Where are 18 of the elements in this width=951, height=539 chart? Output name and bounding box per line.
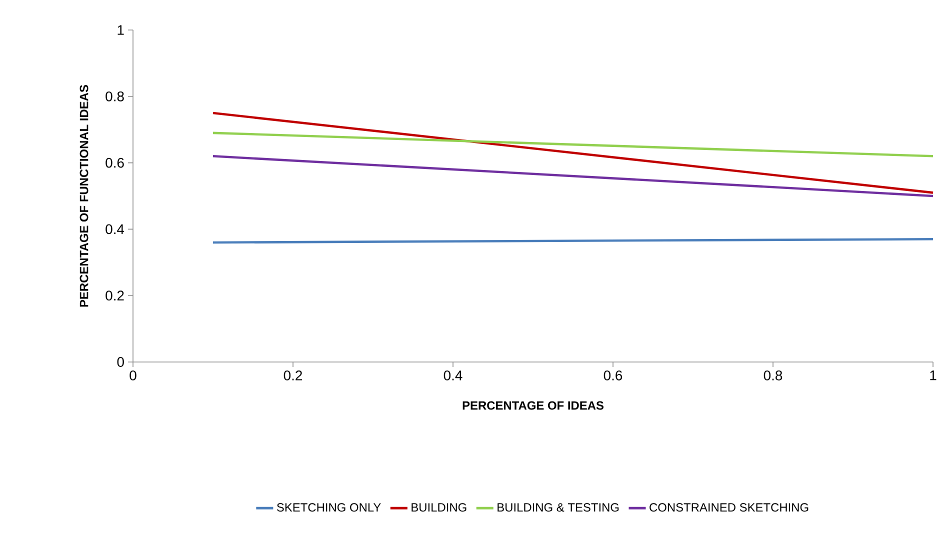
y-tick-label: 0.6 [106, 158, 124, 168]
x-tick-label: 0.4 [444, 370, 462, 380]
y-tick-label: 0 [117, 357, 124, 367]
x-tick-label: 0.2 [284, 370, 302, 380]
y-tick-label: 0.4 [106, 224, 124, 234]
x-tick-label: 0.8 [764, 370, 782, 380]
legend-label: BUILDING & TESTING [498, 503, 619, 512]
legend-label: SKETCHING ONLY [276, 503, 381, 512]
x-tick-label: 0 [130, 370, 136, 380]
x-tick-label: 1 [930, 370, 936, 380]
y-tick-label: 0.2 [106, 290, 124, 301]
y-tick-label: 0.8 [106, 91, 124, 102]
x-tick-label: 0.6 [604, 370, 622, 380]
y-axis-title: PERCENTAGE OF FUNCTIONAL IDEAS [80, 85, 88, 307]
legend-label: BUILDING [412, 503, 466, 512]
legend-label: CONSTRAINED SKETCHING [650, 503, 808, 512]
x-axis-title: PERCENTAGE OF IDEAS [462, 401, 604, 410]
y-tick-label: 1 [118, 25, 124, 35]
